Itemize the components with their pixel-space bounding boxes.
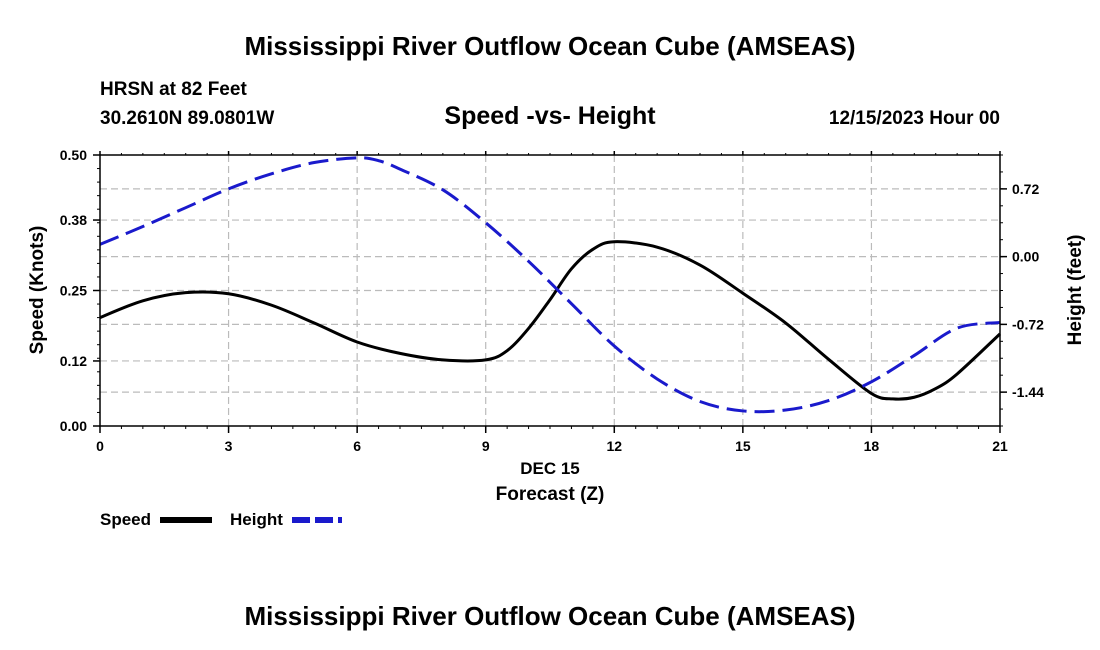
x-tick-label: 0 [96, 438, 104, 454]
y-axis-right-label: Height (feet) [1065, 235, 1086, 346]
station-label: HRSN at 82 Feet [100, 79, 247, 100]
x-tick-label: 9 [482, 438, 490, 454]
series-layer [99, 156, 1002, 414]
y-left-tick-label: 0.50 [60, 147, 87, 163]
series-line-height [99, 156, 1001, 414]
x-tick-label: 21 [992, 438, 1008, 454]
y-left-tick-label: 0.00 [60, 418, 87, 434]
y-right-tick-label: 0.72 [1012, 181, 1039, 197]
y-left-tick-label: 0.12 [60, 353, 87, 369]
x-axis-label: Forecast (Z) [496, 484, 605, 505]
x-tick-label: 6 [353, 438, 361, 454]
y-right-tick-label: 0.00 [1012, 249, 1039, 265]
legend: Speed Height [100, 510, 342, 529]
y-left-tick-label: 0.25 [60, 283, 87, 299]
x-tick-label: 15 [735, 438, 751, 454]
chart-title: Mississippi River Outflow Ocean Cube (AM… [244, 31, 855, 61]
datetime-label: 12/15/2023 Hour 00 [829, 108, 1000, 129]
x-tick-label: 18 [864, 438, 880, 454]
series-line-speed [99, 240, 1002, 401]
ticks: 0 3 6 9 12 15 18 21 0.00 0.12 0.25 0.38 0.50 -1.44 -0.… [60, 147, 1044, 454]
footer-title: Mississippi River Outflow Ocean Cube (AM… [244, 601, 855, 631]
y-axis-left-label: Speed (Knots) [27, 226, 48, 355]
y-right-tick-label: -0.72 [1012, 316, 1044, 332]
x-tick-label: 12 [606, 438, 622, 454]
y-left-tick-label: 0.38 [60, 212, 87, 228]
chart-subtitle: Speed -vs- Height [444, 102, 656, 130]
legend-height-label: Height [230, 510, 283, 529]
x-axis-date-label: DEC 15 [520, 459, 580, 478]
y-right-tick-label: -1.44 [1012, 384, 1044, 400]
x-tick-label: 3 [225, 438, 233, 454]
location-label: 30.2610N 89.0801W [100, 108, 274, 129]
legend-speed-label: Speed [100, 510, 151, 529]
